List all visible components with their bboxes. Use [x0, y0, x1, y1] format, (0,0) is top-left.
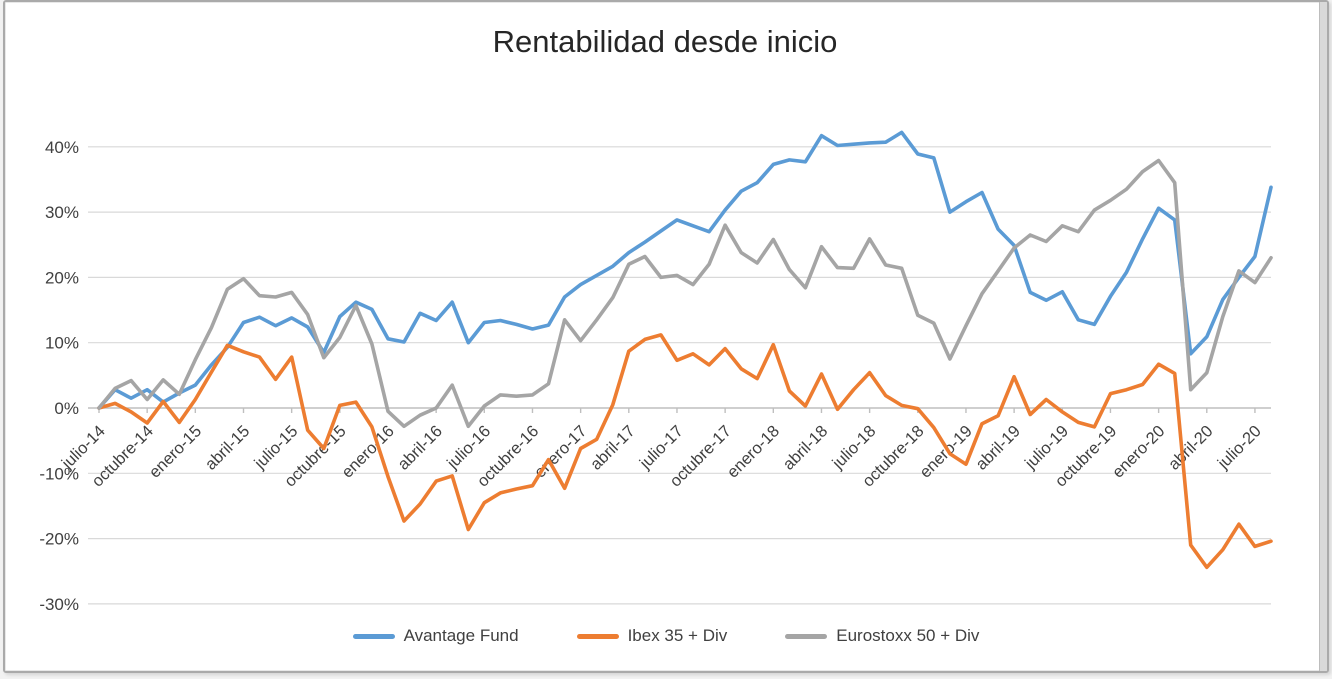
x-axis-label: abril-16 [394, 422, 446, 474]
y-axis-label: -20% [39, 530, 79, 549]
gridlines [88, 146, 1271, 605]
window-edge [1319, 2, 1327, 671]
series-line-eurostoxx-50-div [97, 158, 1273, 429]
chart-title: Rentabilidad desde inicio [493, 24, 838, 59]
y-axis-label: 20% [45, 268, 79, 287]
legend-item-eurostoxx-50-div: Eurostoxx 50 + Div [785, 626, 979, 646]
x-axis-label: abril-15 [202, 422, 254, 474]
y-axis-label: -30% [39, 595, 79, 614]
x-axis-label: enero-16 [338, 422, 397, 481]
legend-item-ibex-35-div: Ibex 35 + Div [576, 626, 728, 646]
y-axis-label: 0% [54, 399, 79, 418]
x-axis-label: enero-15 [146, 422, 205, 481]
y-axis-label: 40% [45, 138, 79, 157]
y-axis-label: -10% [39, 464, 79, 483]
x-axis-labels: julio-14octubre-14enero-15abril-15julio-… [58, 422, 1265, 491]
x-axis-label: julio-20 [1214, 422, 1265, 473]
x-axis-label: enero-19 [916, 422, 975, 481]
x-axis-ticks [98, 408, 1256, 413]
x-axis-label: abril-20 [1165, 422, 1217, 474]
chart-panel: Rentabilidad desde inicio 40% 30% 20% 10% 0%… [3, 0, 1329, 673]
chart-legend: Avantage Fund Ibex 35 + Div Eurostoxx 50 +… [5, 626, 1327, 646]
line-chart: Rentabilidad desde inicio 40% 30% 20% 10% 0%… [39, 24, 1273, 614]
legend-label-ibex-35-div: Ibex 35 + Div [627, 626, 728, 645]
legend-label-avantage-fund: Avantage Fund [403, 626, 519, 645]
legend-swatch-ibex-35-div [576, 633, 619, 639]
series-lines [97, 130, 1273, 570]
legend-label-eurostoxx-50-div: Eurostoxx 50 + Div [836, 626, 980, 645]
series-line-ibex-35-div [97, 333, 1273, 570]
legend-swatch-avantage-fund [352, 633, 395, 639]
y-axis-label: 30% [45, 203, 79, 222]
series-line-avantage-fund [97, 130, 1273, 410]
x-axis-label: abril-17 [587, 422, 639, 474]
legend-swatch-eurostoxx-50-div [785, 633, 828, 639]
y-axis-labels: 40% 30% 20% 10% 0% -10% -20% -30% [39, 138, 79, 614]
x-axis-label: enero-18 [724, 422, 783, 481]
x-axis-label: abril-18 [780, 422, 832, 474]
x-axis-label: enero-20 [1109, 422, 1168, 481]
legend-item-avantage-fund: Avantage Fund [352, 626, 519, 646]
y-axis-label: 10% [45, 334, 79, 353]
